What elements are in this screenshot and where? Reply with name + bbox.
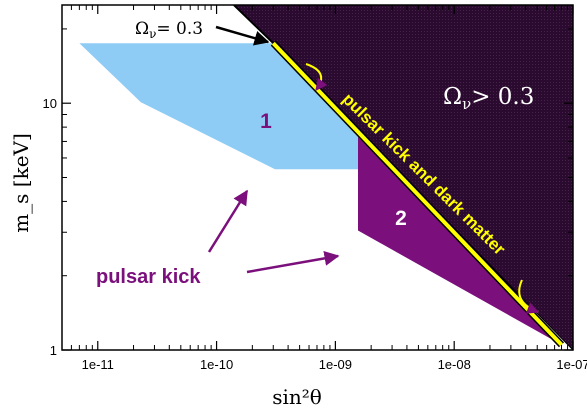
- regions-layer: [79, 5, 573, 350]
- omega-line-label: Ων= 0.3: [135, 19, 203, 41]
- region-1-region: [79, 43, 359, 170]
- curved-arrow-top: [305, 63, 328, 91]
- pulsar-kick-arrow-to-region-1: [207, 189, 249, 253]
- x-tick-label: 1e-07: [556, 357, 587, 372]
- omega-line-arrow: [215, 25, 270, 46]
- y-tick-label: 10: [43, 96, 57, 111]
- y-tick-label: 1: [50, 343, 57, 358]
- region-2-label: 2: [395, 207, 407, 230]
- x-tick-label: 1e-10: [200, 357, 233, 372]
- region-1-label: 1: [260, 110, 272, 133]
- x-tick-label: 1e-11: [82, 357, 114, 372]
- pulsar-kick-label: pulsar kick: [96, 266, 201, 288]
- ticks-layer: 1e-11 1e-10 1e-09 1e-08 1e-07 1 10: [43, 5, 587, 372]
- x-axis-label: sin²θ: [272, 385, 322, 409]
- x-tick-label: 1e-09: [319, 357, 352, 372]
- pulsar-dark-matter-line: [271, 41, 563, 347]
- curved-arrow-bottom: [518, 279, 540, 314]
- pulsar-kick-arrow-to-region-2: [246, 250, 340, 274]
- omega-region-label: Ων> 0.3: [443, 84, 534, 113]
- x-tick-label: 1e-08: [438, 357, 471, 372]
- y-axis-label: m_s [keV]: [9, 133, 33, 233]
